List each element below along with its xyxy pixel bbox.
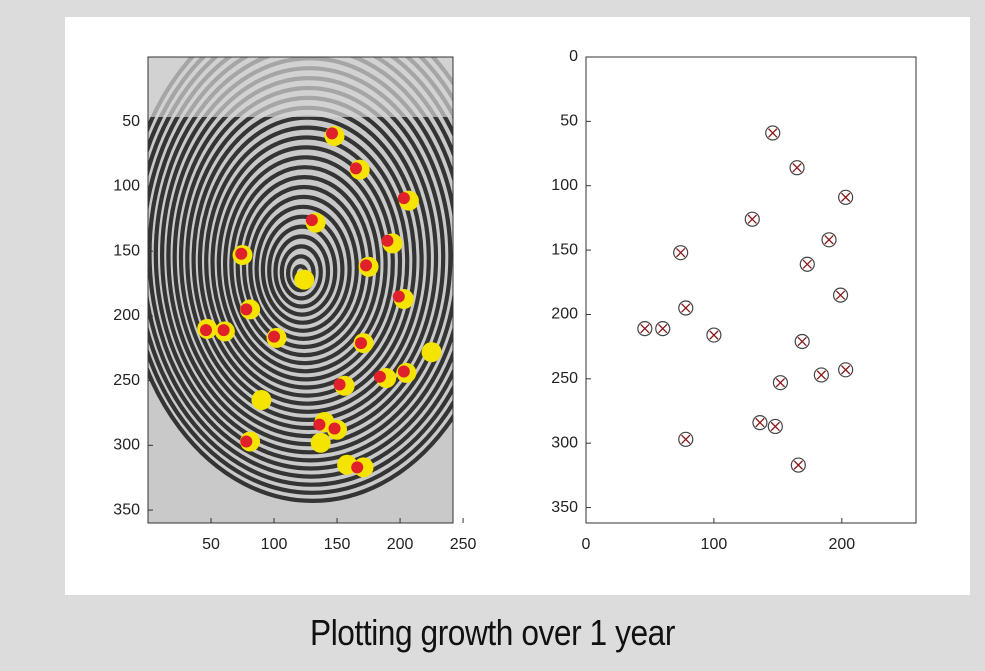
point-cross	[710, 331, 718, 339]
point	[306, 214, 318, 226]
point	[313, 419, 325, 431]
y-tick-label: 200	[551, 306, 578, 323]
point-cross	[682, 304, 690, 312]
x-tick-label: 100	[701, 536, 728, 553]
point	[679, 432, 693, 446]
point-cross	[769, 129, 777, 137]
x-tick-label: 0	[582, 536, 591, 553]
x-tick-label: 150	[324, 536, 351, 553]
point-cross	[776, 378, 784, 386]
point	[235, 248, 247, 260]
point-cross	[836, 291, 844, 299]
point	[381, 235, 393, 247]
y-tick-label: 150	[551, 241, 578, 258]
y-tick-label: 50	[560, 113, 578, 130]
y-tick-label: 50	[122, 113, 140, 130]
point	[398, 192, 410, 204]
point	[766, 126, 780, 140]
point	[839, 190, 853, 204]
point	[393, 290, 405, 302]
point	[834, 288, 848, 302]
point	[745, 212, 759, 226]
point	[768, 419, 782, 433]
point-cross	[756, 418, 764, 426]
point	[674, 246, 688, 260]
point-cross	[817, 371, 825, 379]
y-tick-label: 200	[113, 307, 140, 324]
point-cross	[803, 260, 811, 268]
y-tick-label: 350	[113, 501, 140, 518]
point-cross	[841, 366, 849, 374]
y-tick-label: 100	[113, 178, 140, 195]
point-cross	[676, 248, 684, 256]
point	[790, 161, 804, 175]
point	[218, 324, 230, 336]
point	[638, 322, 652, 336]
point-cross	[793, 164, 801, 172]
y-tick-label: 300	[551, 434, 578, 451]
point	[839, 363, 853, 377]
point	[240, 435, 252, 447]
point	[753, 416, 767, 430]
point	[350, 162, 362, 174]
point	[398, 366, 410, 378]
point-cross	[825, 236, 833, 244]
point	[374, 371, 386, 383]
point	[355, 337, 367, 349]
point	[707, 328, 721, 342]
point	[251, 390, 271, 410]
point-cross	[659, 324, 667, 332]
point	[656, 322, 670, 336]
point	[334, 378, 346, 390]
point	[795, 334, 809, 348]
point	[800, 257, 814, 271]
point	[351, 461, 363, 473]
point-cross	[771, 422, 779, 430]
point-cross	[682, 435, 690, 443]
point	[360, 259, 372, 271]
y-tick-label: 350	[551, 499, 578, 516]
y-tick-label: 300	[113, 437, 140, 454]
caption: Plotting growth over 1 year	[59, 612, 926, 654]
point	[422, 342, 442, 362]
x-tick-label: 200	[828, 536, 855, 553]
axes-frame	[586, 57, 916, 523]
slide: 50 100 150 200 250 50 100 150 200 250 300 350 0 100 20…	[0, 0, 985, 671]
point	[200, 324, 212, 336]
figures: 50 100 150 200 250 50 100 150 200 250 300 350 0 100 20…	[0, 0, 985, 671]
fingerprint-fade	[148, 57, 453, 117]
point	[814, 368, 828, 382]
point	[294, 270, 314, 290]
point	[679, 301, 693, 315]
point	[326, 127, 338, 139]
point-cross	[794, 461, 802, 469]
y-tick-label: 150	[113, 242, 140, 259]
x-tick-label: 200	[387, 536, 414, 553]
point-cross	[841, 193, 849, 201]
point	[268, 331, 280, 343]
point-cross	[748, 215, 756, 223]
point	[329, 423, 341, 435]
point	[240, 303, 252, 315]
point	[311, 433, 331, 453]
point-cross	[641, 324, 649, 332]
x-tick-label: 250	[450, 536, 477, 553]
x-tick-label: 100	[261, 536, 288, 553]
point	[773, 376, 787, 390]
point-cross	[798, 337, 806, 345]
y-tick-label: 250	[113, 372, 140, 389]
y-tick-label: 250	[551, 370, 578, 387]
point	[791, 458, 805, 472]
y-tick-label: 100	[551, 177, 578, 194]
y-tick-label: 0	[569, 48, 578, 65]
x-tick-label: 50	[202, 536, 220, 553]
point	[822, 233, 836, 247]
